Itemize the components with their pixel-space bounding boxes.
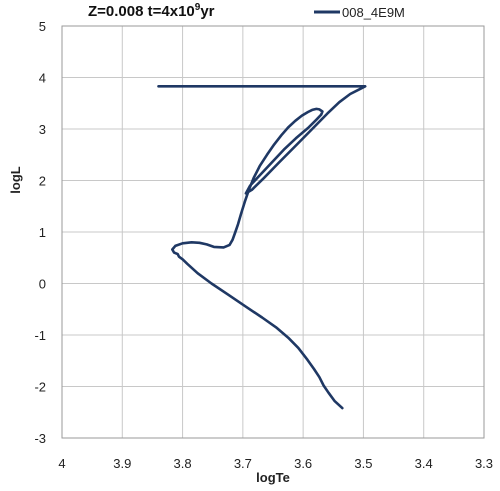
legend: 008_4E9M [314,5,405,20]
y-axis-tick-labels: 5 4 3 2 1 0 -1 -2 -3 [34,19,46,446]
x-tick-label: 3.9 [113,456,131,471]
y-axis-title: logL [8,166,23,193]
x-tick-label: 3.8 [174,456,192,471]
x-tick-label: 3.5 [354,456,372,471]
y-tick-label: 0 [39,277,46,292]
x-tick-label: 4 [58,456,65,471]
chart-title: Z=0.008 t=4x109yr [88,2,215,20]
y-tick-label: 4 [39,71,46,86]
plot-area-frame [61,25,485,439]
y-tick-label: 2 [39,174,46,189]
x-axis-title: logTe [256,470,290,485]
chart-title-exponent: 9 [195,2,201,13]
x-tick-label: 3.3 [475,456,493,471]
chart-title-main: Z=0.008 t=4x10 [88,3,195,20]
y-tick-label: 5 [39,19,46,34]
legend-entry-label: 008_4E9M [342,5,405,20]
y-tick-label: 1 [39,225,46,240]
chart-title-unit: yr [200,3,214,20]
x-tick-label: 3.7 [234,456,252,471]
grid [61,25,485,439]
y-tick-label: -2 [34,380,46,395]
y-tick-label: -1 [34,328,46,343]
x-tick-label: 3.6 [294,456,312,471]
series-line-008_4E9M [157,85,367,410]
x-tick-label: 3.4 [415,456,433,471]
y-tick-label: 3 [39,122,46,137]
y-tick-label: -3 [34,431,46,446]
x-axis-tick-labels: 4 3.9 3.8 3.7 3.6 3.5 3.4 3.3 [58,456,493,471]
